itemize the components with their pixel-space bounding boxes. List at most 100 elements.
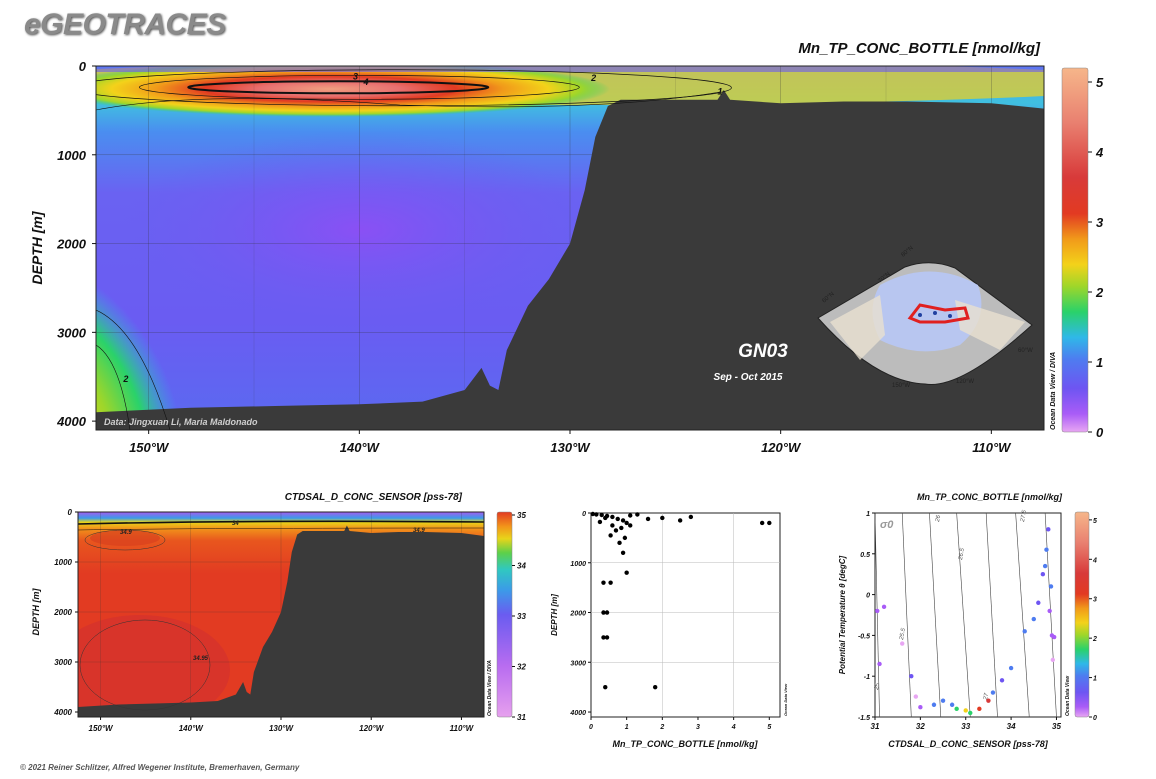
contour-line-deep-2 — [96, 344, 131, 430]
main-x-tick-label: 110°W — [972, 440, 1012, 455]
profile-point — [615, 516, 620, 522]
ts-x-tick-label: 33 — [961, 722, 970, 731]
contour-line-2 — [96, 69, 732, 107]
mid-depth-patch — [120, 130, 600, 330]
profile-point — [603, 515, 608, 521]
profile-x-tick-label: 1 — [625, 724, 629, 731]
profile-y-tick-label: 3000 — [570, 660, 586, 667]
ts-colorbar-tick-label: 5 — [1093, 518, 1097, 525]
main-x-tick-label: 120°W — [761, 440, 802, 455]
main-x-tick-label: 150°W — [129, 440, 170, 455]
contour-label: 1 — [717, 86, 722, 96]
salinity-contour — [78, 527, 484, 531]
profile-point — [610, 523, 615, 528]
profile-point — [645, 516, 651, 522]
main-x-axis: 150°W 140°W 130°W 120°W 110°W — [129, 430, 1012, 455]
profile-point — [610, 514, 615, 520]
ts-diagram-panel: Mn_TP_CONC_BOTTLE [nmol/kg] 2525.52626.5… — [838, 492, 1097, 749]
profile-x-tick-label: 2 — [659, 724, 664, 731]
inset-map-cruise-track — [907, 303, 970, 324]
salinity-x-tick-label: 140°W — [179, 724, 205, 733]
ts-point — [918, 705, 923, 710]
salinity-upper-core — [90, 530, 160, 546]
main-x-tick-label: 140°W — [340, 440, 381, 455]
main-y-axis-label: DEPTH [m] — [29, 210, 45, 284]
profile-y-tick-label: 0 — [582, 511, 586, 518]
ts-point — [949, 702, 955, 707]
salinity-y-tick-label: 1000 — [54, 558, 72, 567]
ts-colorbar-tick-label: 2 — [1092, 636, 1097, 643]
profile-y-tick-label: 2000 — [569, 611, 586, 618]
ts-point — [1047, 608, 1052, 614]
main-y-axis: 0 1000 2000 3000 4000 — [56, 59, 96, 429]
main-odv-label: Ocean Data View / DIVA — [1050, 352, 1057, 430]
contour-label: 2 — [122, 374, 128, 384]
profile-x-axis-label: Mn_TP_CONC_BOTTLE [nmol/kg] — [612, 739, 758, 749]
subsurface-max — [96, 66, 610, 117]
main-y-tick-label: 0 — [79, 59, 87, 74]
profile-point — [622, 535, 628, 541]
salinity-section-title: CTDSAL_D_CONC_SENSOR [pss-78] — [285, 492, 463, 503]
salinity-contour-label: 34.9 — [120, 530, 132, 536]
ts-y-tick-label: -1 — [864, 674, 870, 681]
inset-map-ocean — [872, 271, 982, 352]
profile-point — [601, 580, 606, 585]
ts-point — [877, 661, 882, 667]
profile-point — [652, 684, 658, 690]
ts-y-tick-label: 0.5 — [860, 552, 870, 559]
ts-point — [1008, 665, 1014, 671]
salinity-section-panel: CTDSAL_D_CONC_SENSOR [pss-78] 34.9 34.934… — [31, 492, 526, 733]
ts-point — [986, 698, 991, 703]
salinity-x-tick-label: 120°W — [359, 724, 385, 733]
main-y-tick-label: 2000 — [56, 237, 87, 252]
cruise-period-label: Sep - Oct 2015 — [714, 372, 783, 383]
salinity-colorbar — [496, 511, 513, 718]
salinity-max-core — [78, 615, 230, 717]
profile-y-tick-label: 4000 — [569, 710, 586, 717]
profile-point — [624, 520, 629, 526]
isopycnal-label: 25 — [874, 682, 881, 691]
ts-y-tick-label: -1.5 — [858, 715, 870, 722]
profile-point — [601, 635, 606, 640]
ts-point — [909, 674, 914, 679]
main-seafloor — [96, 90, 1044, 430]
salinity-contour-34-9 — [84, 529, 166, 551]
ts-point — [999, 678, 1005, 683]
ts-y-tick-label: 0 — [866, 593, 870, 600]
ts-point — [940, 698, 946, 703]
ts-point — [954, 706, 959, 712]
ts-point — [1042, 563, 1048, 569]
salinity-contour-label: 34.95 — [193, 656, 209, 662]
salinity-x-tick-label: 110°W — [450, 724, 475, 733]
ts-point — [1050, 657, 1056, 663]
profile-point — [660, 515, 665, 521]
profile-x-tick-label: 3 — [696, 724, 700, 731]
profile-y-tick-label: 1000 — [570, 561, 586, 568]
ts-point — [963, 708, 968, 713]
ts-point — [1044, 547, 1049, 552]
deep-max-blob — [96, 260, 206, 430]
ts-colorbar-tick-label: 1 — [1093, 676, 1097, 683]
profile-grid — [591, 513, 780, 717]
ts-point — [1048, 584, 1054, 589]
ts-point — [900, 641, 905, 646]
ts-point — [1040, 572, 1046, 577]
ts-point — [1031, 616, 1036, 622]
salinity-x-axis: 150°W 140°W 130°W 120°W 110°W — [89, 717, 475, 733]
salinity-odv-label: Ocean Data View / DIVA — [487, 660, 493, 716]
main-y-tick-label: 4000 — [56, 414, 87, 429]
contour-line-3 — [138, 74, 580, 100]
profile-x-tick-label: 4 — [731, 724, 736, 731]
profile-point — [597, 519, 603, 525]
ts-point — [990, 690, 996, 695]
main-section-title: Mn_TP_CONC_BOTTLE [nmol/kg] — [798, 40, 1041, 57]
isopycnal-line — [929, 512, 942, 718]
ts-sigma-label: σ0 — [880, 519, 894, 531]
isopycnal-line — [1015, 512, 1030, 718]
data-credits: Data: Jingxuan Li, Maria Maldonado — [104, 417, 258, 427]
ts-point — [881, 604, 887, 610]
profile-point — [619, 525, 624, 531]
profile-panel: 0 1 2 3 4 5 0 1000 2000 3000 4000 Mn_TP_CONC_BOTT… — [550, 511, 788, 749]
salinity-contour-34 — [78, 520, 484, 525]
